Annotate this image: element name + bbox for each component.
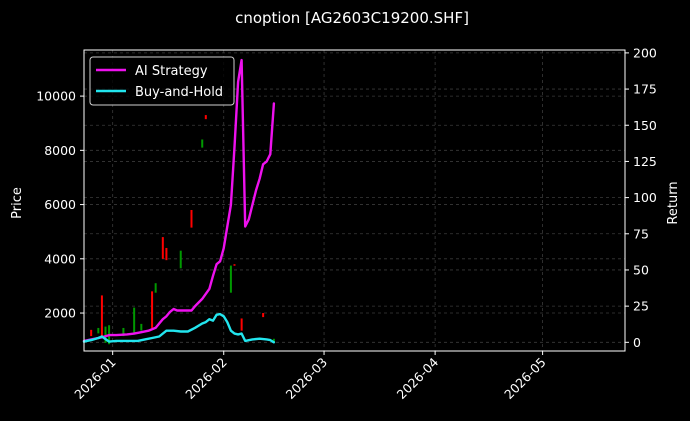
price-candle — [240, 318, 243, 331]
price-axis: 2000 4000 6000 8000 10000 — [36, 89, 84, 321]
return-tick-label: 0 — [633, 335, 641, 350]
price-candle — [140, 323, 143, 331]
return-tick-label: 50 — [633, 262, 649, 277]
plot-frame — [83, 49, 626, 352]
price-candle — [272, 338, 275, 342]
price-candle — [229, 265, 232, 293]
price-tick-label: 8000 — [44, 143, 76, 158]
legend: AI Strategy Buy-and-Hold — [89, 56, 235, 106]
price-candle — [154, 283, 157, 293]
price-candle — [104, 326, 107, 343]
price-candle — [161, 237, 164, 259]
price-candle — [201, 139, 204, 148]
price-candle — [90, 329, 93, 337]
price-candle — [151, 291, 154, 328]
ai-strategy-line — [82, 58, 276, 343]
price-candle — [100, 295, 103, 338]
return-axis-label: Return — [666, 181, 681, 224]
price-candle — [97, 327, 100, 334]
return-axis: 0 25 50 75 100 125 150 175 200 — [625, 45, 657, 350]
price-tick-label: 6000 — [44, 197, 76, 212]
buy-and-hold-line — [82, 312, 276, 344]
price-candle — [204, 115, 207, 120]
return-tick-label: 25 — [633, 299, 649, 314]
price-tick-label: 4000 — [44, 251, 76, 266]
price-candle — [190, 209, 193, 228]
return-tick-label: 150 — [633, 118, 657, 133]
legend-ai-strategy-label: AI Strategy — [135, 64, 208, 79]
grid-lines — [84, 50, 625, 351]
return-series — [82, 58, 276, 344]
price-candle — [122, 327, 125, 337]
return-tick-label: 200 — [633, 45, 657, 60]
price-candle — [233, 264, 236, 266]
return-tick-label: 125 — [633, 154, 657, 169]
return-tick-label: 100 — [633, 190, 657, 205]
legend-buy-and-hold-label: Buy-and-Hold — [135, 85, 223, 100]
price-candle — [165, 247, 168, 261]
price-tick-label: 2000 — [44, 306, 76, 321]
price-tick-label: 10000 — [36, 89, 76, 104]
return-tick-label: 175 — [633, 82, 657, 97]
price-candle — [133, 307, 136, 334]
price-candle — [179, 250, 182, 269]
price-axis-label: Price — [10, 187, 25, 219]
return-tick-label: 75 — [633, 226, 649, 241]
price-candle — [262, 313, 265, 318]
chart-title: cnoption [AG2603C19200.SHF] — [235, 9, 469, 27]
